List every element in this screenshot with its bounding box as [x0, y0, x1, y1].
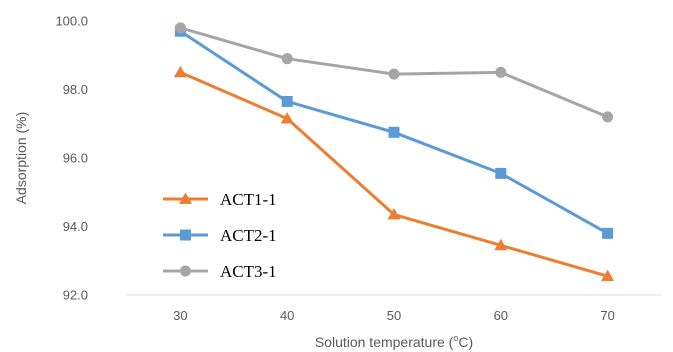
x-tick-label: 40 — [280, 308, 294, 323]
data-point-triangle — [601, 269, 615, 282]
data-point-square — [388, 126, 400, 138]
data-point-circle — [602, 111, 614, 123]
legend-marker-triangle — [179, 192, 192, 204]
data-point-triangle — [173, 65, 187, 78]
legend-marker-square — [180, 229, 191, 241]
y-axis-tick-labels: 92.0 94.0 96.0 98.0 100.0 — [55, 14, 88, 303]
x-axis-title-part: C) — [458, 334, 473, 350]
x-axis-tick-labels: 30 40 50 60 70 — [173, 308, 615, 323]
legend-item: ACT2-1 — [163, 226, 277, 245]
series-act3-1 — [174, 22, 614, 123]
series-act1-1 — [173, 65, 615, 282]
x-tick-label: 70 — [600, 308, 614, 323]
y-axis-title: Adsorption (%) — [13, 112, 29, 205]
y-tick-label: 96.0 — [63, 151, 88, 166]
y-tick-label: 92.0 — [63, 288, 88, 303]
data-point-square — [495, 167, 507, 179]
data-point-square — [281, 95, 293, 107]
data-point-triangle — [494, 238, 508, 251]
x-axis-title: Solution temperature (oC) — [315, 333, 473, 350]
legend-marker-circle — [180, 265, 191, 277]
data-point-circle — [388, 68, 400, 80]
x-tick-label: 60 — [494, 308, 508, 323]
y-tick-label: 100.0 — [55, 14, 88, 29]
data-point-triangle — [280, 112, 294, 124]
data-point-triangle — [387, 208, 401, 220]
legend-item: ACT3-1 — [163, 262, 277, 281]
x-axis-title-superscript: o — [453, 333, 458, 343]
data-point-square — [602, 227, 614, 239]
series-group — [173, 22, 615, 282]
x-tick-label: 30 — [173, 308, 187, 323]
y-tick-label: 98.0 — [63, 82, 88, 97]
data-point-circle — [495, 66, 507, 78]
legend-label: ACT1-1 — [220, 190, 277, 209]
legend-label: ACT3-1 — [220, 262, 277, 281]
legend-item: ACT1-1 — [163, 190, 277, 209]
legend-label: ACT2-1 — [220, 226, 277, 245]
data-point-circle — [174, 22, 186, 34]
series-line — [179, 70, 609, 278]
x-tick-label: 50 — [387, 308, 401, 323]
legend: ACT1-1 ACT2-1 ACT3-1 — [163, 190, 277, 281]
data-point-circle — [281, 53, 293, 65]
y-tick-label: 94.0 — [63, 219, 88, 234]
x-axis-title-part: Solution temperature ( — [315, 334, 454, 350]
